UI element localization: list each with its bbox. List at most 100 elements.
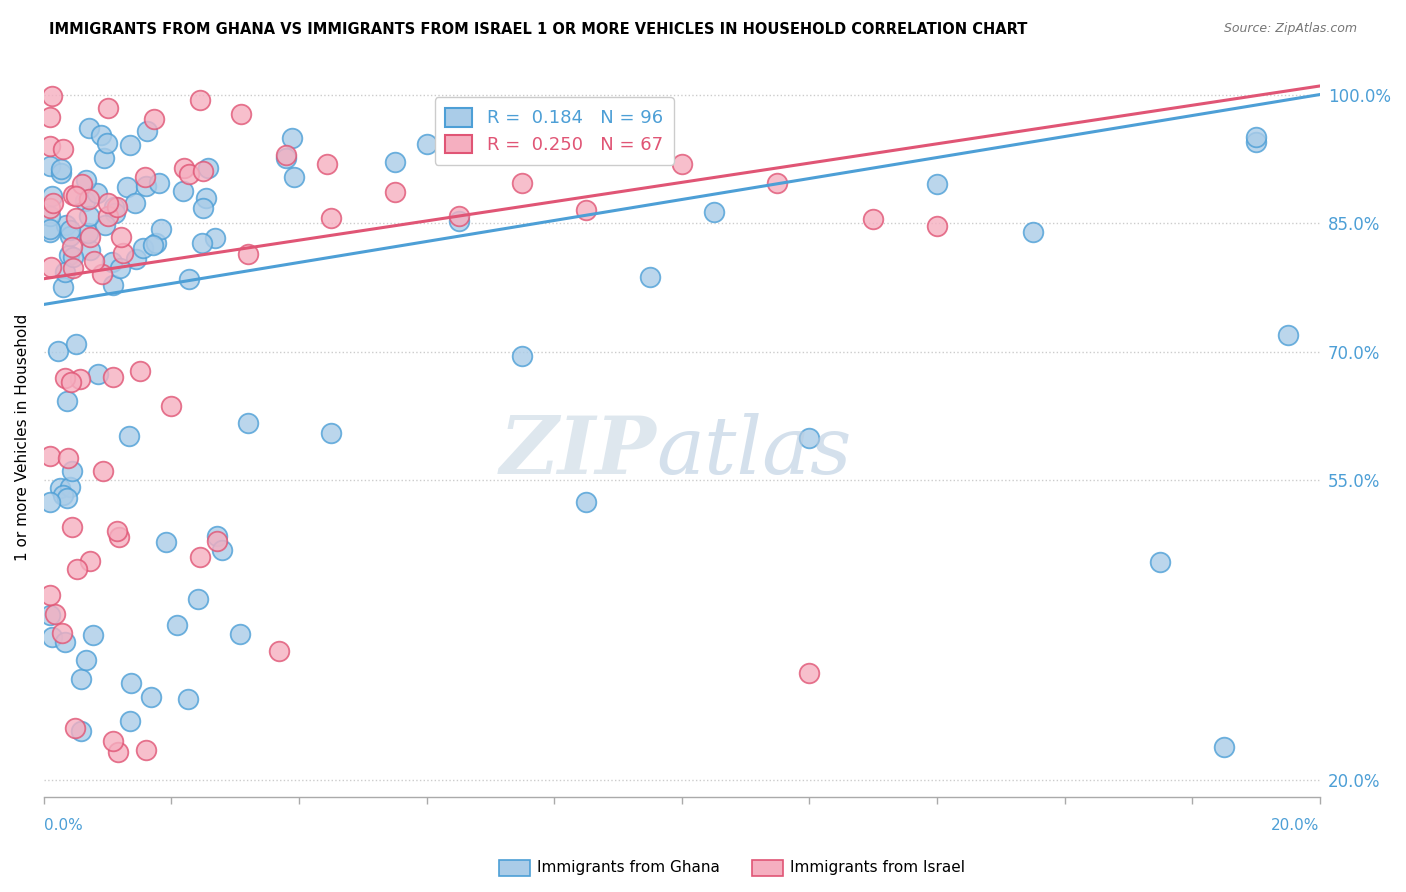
Point — [52, 279, 75, 293]
Point — [187, 591, 209, 606]
Point — [77, 192, 100, 206]
Point — [105, 200, 128, 214]
Point — [69, 724, 91, 739]
Point — [41, 196, 63, 211]
Point — [510, 349, 533, 363]
Point — [39, 138, 62, 153]
Point — [315, 157, 337, 171]
Point — [58, 247, 80, 261]
Text: atlas: atlas — [657, 413, 852, 491]
Point — [69, 672, 91, 686]
Point — [105, 524, 128, 538]
Point — [766, 177, 789, 191]
Point — [142, 238, 165, 252]
Point — [211, 543, 233, 558]
Point — [415, 137, 437, 152]
Point — [384, 185, 406, 199]
Point — [117, 180, 139, 194]
Point — [39, 202, 62, 216]
Point — [236, 416, 259, 430]
Point — [188, 549, 211, 564]
Point — [101, 370, 124, 384]
Point — [79, 120, 101, 135]
Point — [176, 692, 198, 706]
Point — [51, 626, 73, 640]
Point — [41, 188, 63, 202]
Point — [79, 554, 101, 568]
Point — [91, 464, 114, 478]
Point — [41, 89, 63, 103]
Point — [65, 211, 87, 226]
Point — [638, 270, 661, 285]
Point — [39, 495, 62, 509]
Point — [120, 714, 142, 729]
Point — [41, 631, 63, 645]
Point — [139, 690, 162, 705]
Point — [79, 244, 101, 258]
Point — [205, 534, 228, 549]
Point — [94, 219, 117, 233]
Point — [671, 157, 693, 171]
Point — [65, 337, 87, 351]
Point — [82, 628, 104, 642]
Point — [229, 626, 252, 640]
Point — [93, 151, 115, 165]
Point — [136, 123, 159, 137]
Point — [59, 223, 82, 237]
Point — [39, 222, 62, 236]
Point — [53, 265, 76, 279]
Point — [83, 253, 105, 268]
Point — [195, 190, 218, 204]
Point — [148, 176, 170, 190]
Point — [155, 535, 177, 549]
Point — [55, 491, 77, 505]
Point — [53, 371, 76, 385]
Point — [56, 450, 79, 465]
Point — [59, 228, 82, 243]
Point — [96, 136, 118, 150]
Point — [60, 240, 83, 254]
Point — [110, 230, 132, 244]
Point — [55, 635, 77, 649]
Point — [166, 617, 188, 632]
Point — [799, 431, 821, 445]
Point — [69, 372, 91, 386]
Point — [132, 241, 155, 255]
Point — [77, 209, 100, 223]
Point — [281, 130, 304, 145]
Point — [384, 155, 406, 169]
Point — [51, 165, 73, 179]
Point — [77, 226, 100, 240]
Point — [100, 254, 122, 268]
Point — [79, 230, 101, 244]
Point — [62, 250, 84, 264]
Text: Immigrants from Israel: Immigrants from Israel — [790, 860, 965, 874]
Point — [39, 449, 62, 463]
Point — [65, 189, 87, 203]
Point — [191, 236, 214, 251]
Point — [862, 212, 884, 227]
Point — [134, 169, 156, 184]
Point — [110, 260, 132, 275]
Point — [49, 161, 72, 176]
Point — [188, 94, 211, 108]
Point — [55, 394, 77, 409]
Point — [160, 399, 183, 413]
Point — [205, 529, 228, 543]
Point — [90, 268, 112, 282]
Point — [177, 168, 200, 182]
Point — [135, 179, 157, 194]
Text: 20.0%: 20.0% — [1271, 818, 1320, 833]
Point — [204, 231, 226, 245]
Point — [65, 721, 87, 735]
Point — [197, 161, 219, 176]
Point — [319, 211, 342, 226]
Point — [101, 734, 124, 748]
Point — [267, 644, 290, 658]
Point — [39, 110, 62, 124]
Point — [39, 159, 62, 173]
Point — [52, 488, 75, 502]
Point — [49, 481, 72, 495]
Text: Source: ZipAtlas.com: Source: ZipAtlas.com — [1223, 22, 1357, 36]
Point — [124, 196, 146, 211]
